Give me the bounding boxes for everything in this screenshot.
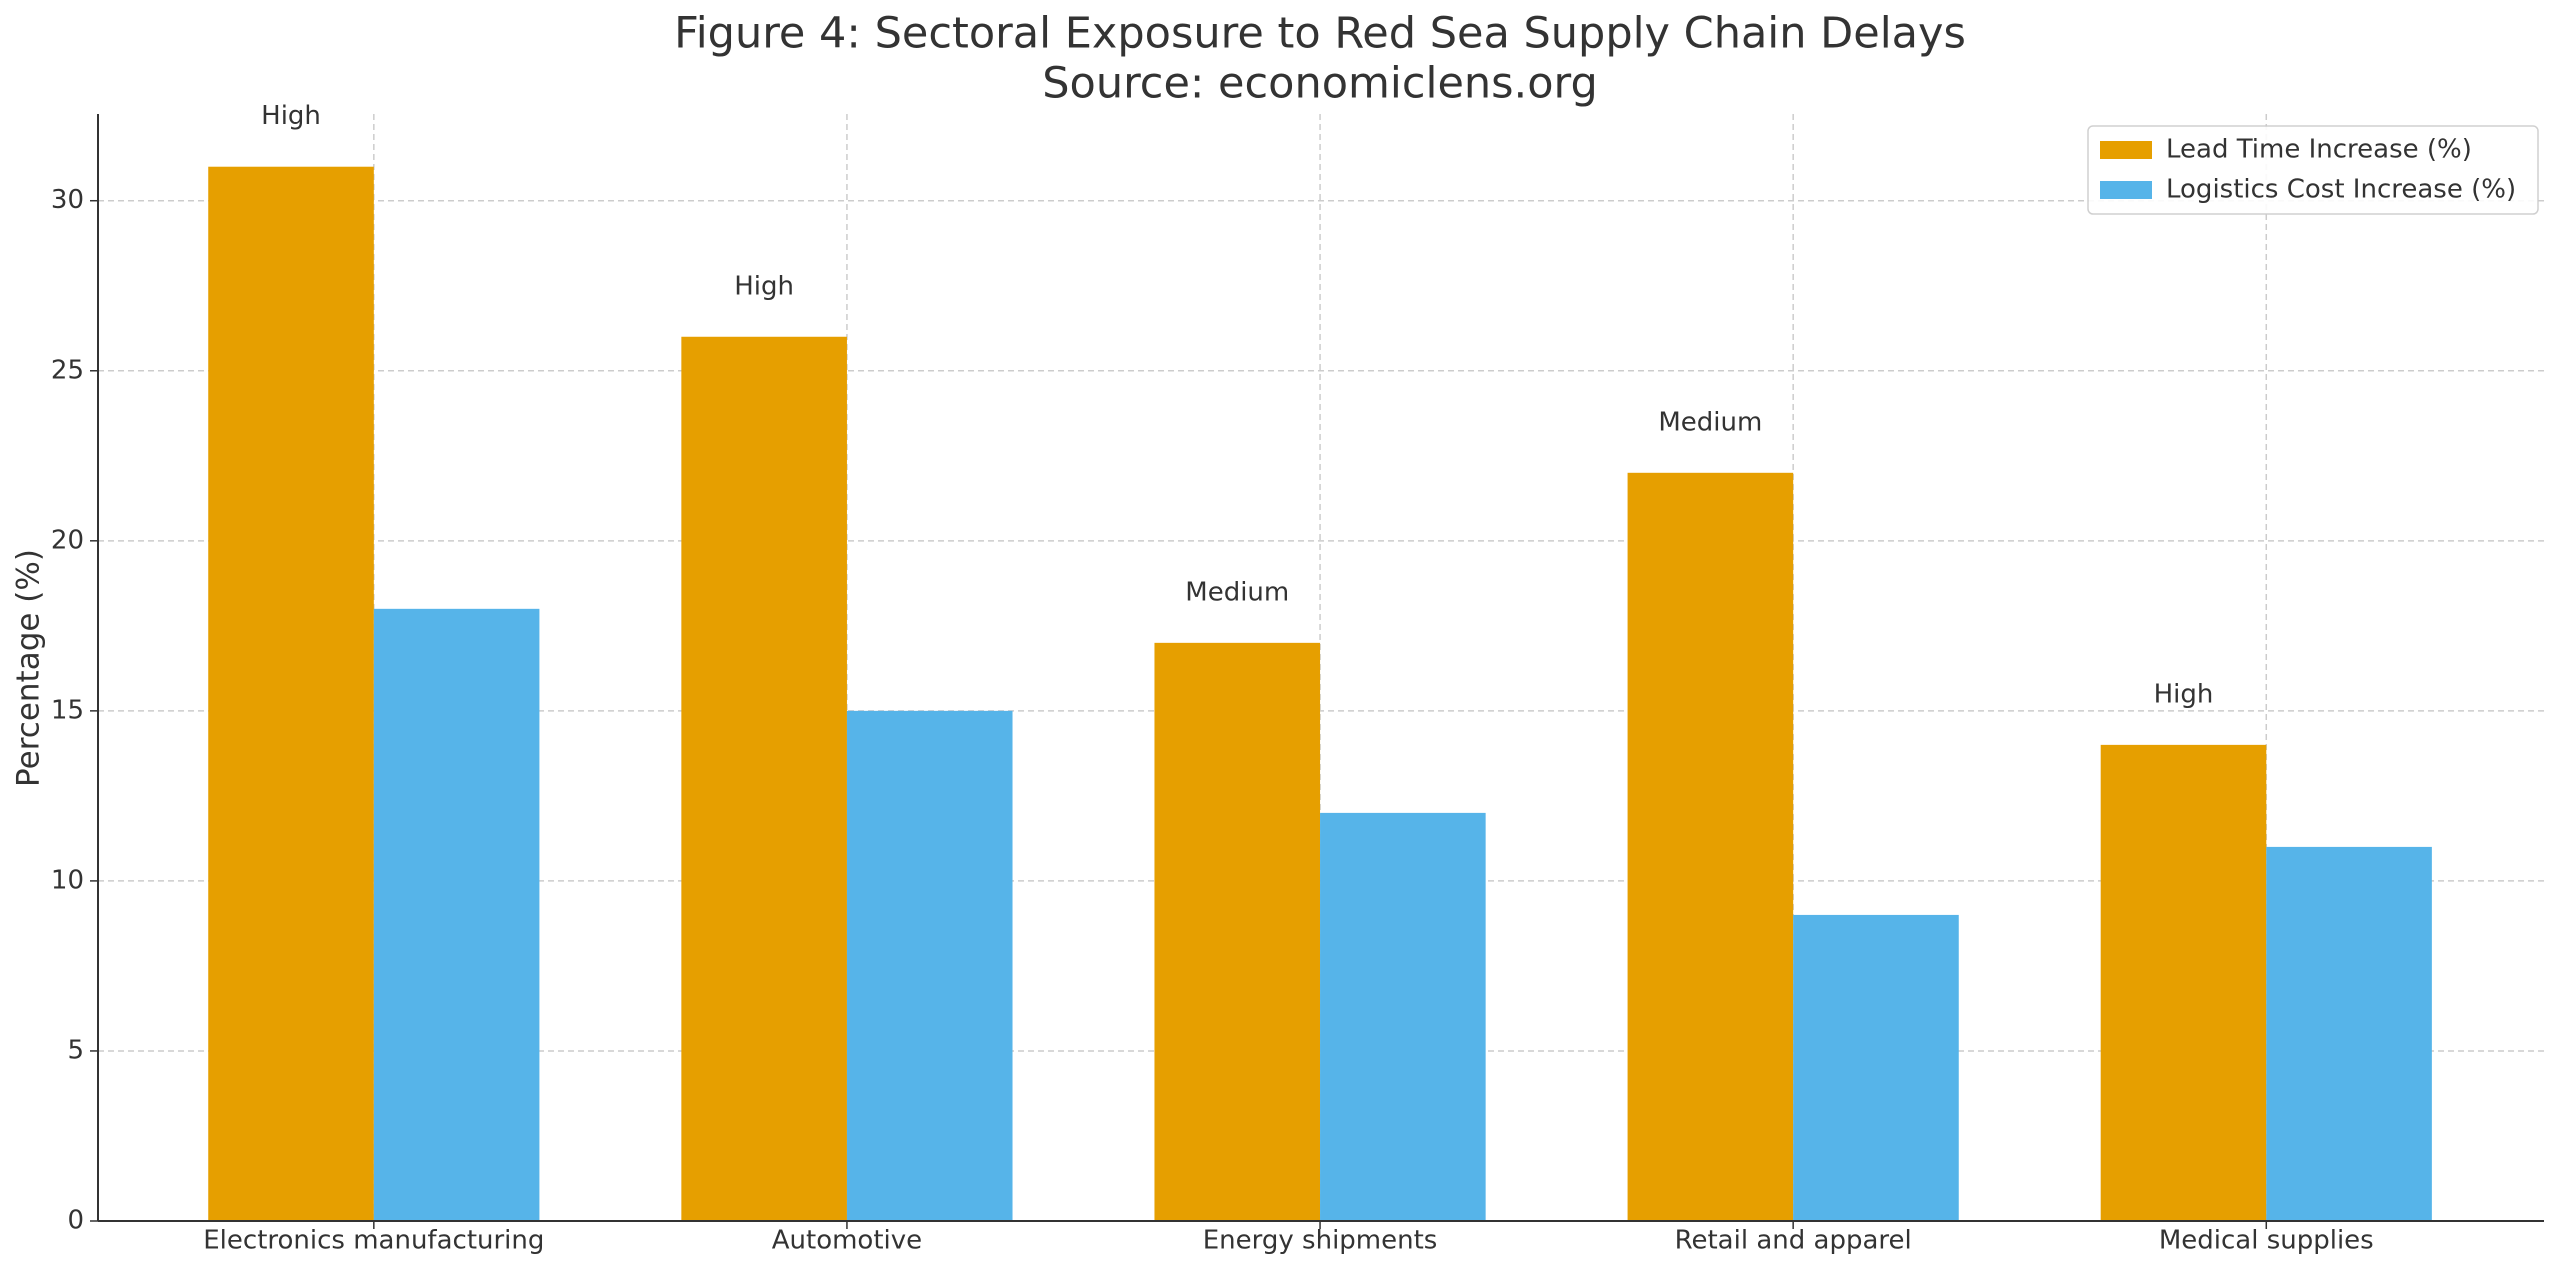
legend-label: Logistics Cost Increase (%) xyxy=(2166,175,2516,205)
y-tick-label: 30 xyxy=(51,185,84,215)
bar xyxy=(1627,472,1794,1221)
annotation: High xyxy=(261,101,321,131)
bar xyxy=(1154,642,1321,1221)
chart-title: Figure 4: Sectoral Exposure to Red Sea S… xyxy=(674,9,1966,59)
chart-subtitle: Source: economiclens.org xyxy=(1042,59,1598,109)
legend-swatch xyxy=(2100,181,2152,199)
annotation: High xyxy=(734,271,794,301)
bar xyxy=(1320,812,1486,1221)
bar xyxy=(2266,846,2432,1221)
y-tick-label: 5 xyxy=(67,1035,84,1065)
legend-swatch xyxy=(2100,141,2152,159)
bar xyxy=(846,710,1013,1221)
y-tick-label: 0 xyxy=(67,1206,84,1236)
x-tick-label: Automotive xyxy=(772,1226,922,1256)
y-tick-label: 15 xyxy=(51,695,84,725)
x-tick-label: Electronics manufacturing xyxy=(203,1226,544,1256)
legend-box xyxy=(2087,125,2539,215)
y-tick-label: 10 xyxy=(51,865,84,895)
x-tick-label: Energy shipments xyxy=(1203,1226,1438,1256)
annotation: Medium xyxy=(1658,407,1762,437)
bar xyxy=(681,336,847,1221)
annotation: High xyxy=(2154,679,2214,709)
y-tick-label: 20 xyxy=(51,525,84,555)
y-axis-label: Percentage (%) xyxy=(11,549,47,787)
x-tick-label: Retail and apparel xyxy=(1675,1226,1912,1256)
legend-label: Lead Time Increase (%) xyxy=(2166,135,2472,165)
bar xyxy=(208,166,374,1222)
bar xyxy=(2100,744,2267,1221)
annotation: Medium xyxy=(1185,577,1289,607)
bar xyxy=(373,608,540,1221)
bar xyxy=(1793,914,1959,1221)
y-tick-label: 25 xyxy=(51,355,84,385)
x-tick-label: Medical supplies xyxy=(2159,1226,2374,1256)
